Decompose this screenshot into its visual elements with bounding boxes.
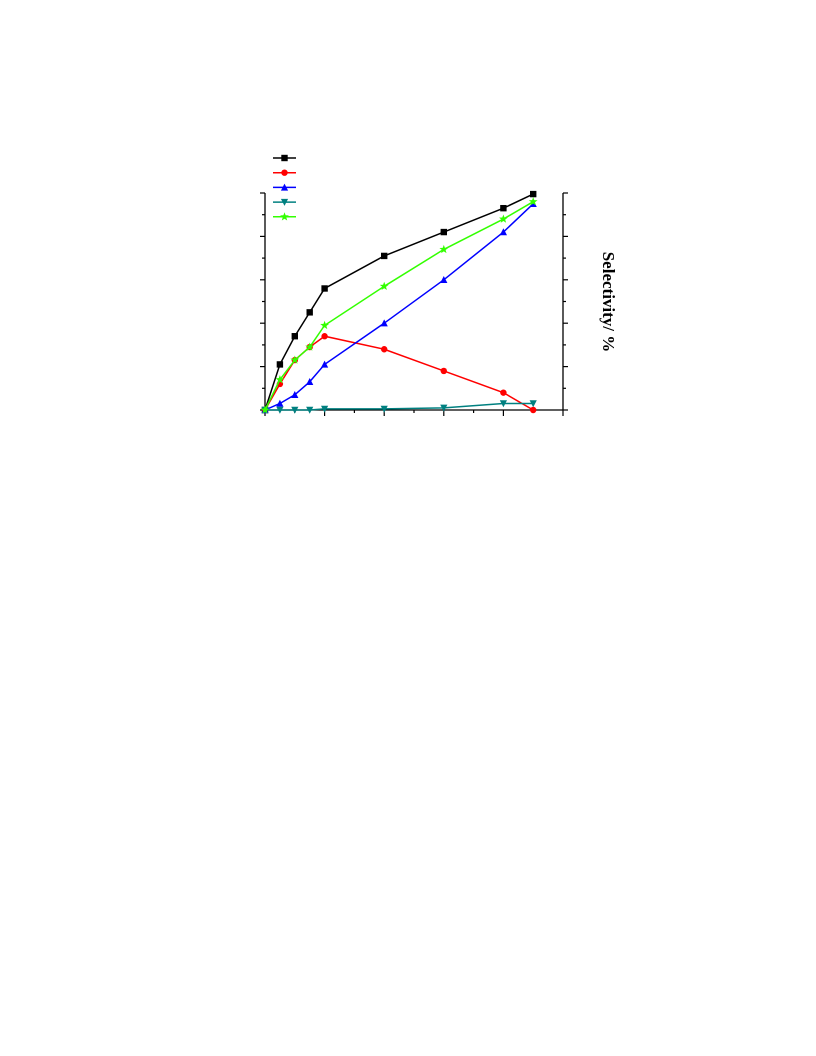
marker <box>281 169 288 176</box>
marker <box>306 377 314 385</box>
marker <box>440 404 448 412</box>
series-line <box>264 203 534 411</box>
marker <box>380 405 388 413</box>
marker <box>291 391 299 399</box>
marker <box>290 355 300 364</box>
marker <box>321 405 329 413</box>
marker <box>306 309 313 316</box>
marker <box>260 405 270 414</box>
marker <box>321 285 328 292</box>
marker <box>291 333 298 340</box>
series-line <box>265 402 534 411</box>
series-line <box>264 193 534 411</box>
marker <box>281 154 288 162</box>
marker <box>379 281 389 291</box>
marker <box>530 190 537 198</box>
series-line <box>264 335 534 411</box>
marker <box>381 252 388 260</box>
marker <box>528 197 538 206</box>
marker <box>321 333 328 340</box>
marker <box>381 346 388 353</box>
marker <box>275 375 285 384</box>
marker <box>500 204 507 212</box>
y-axis-label: Selectivity/ % <box>599 252 618 353</box>
marker <box>280 212 289 221</box>
series-line <box>264 201 534 411</box>
marker <box>276 406 284 414</box>
marker <box>380 319 388 327</box>
marker <box>499 400 507 408</box>
marker <box>321 360 329 368</box>
marker <box>529 400 537 408</box>
marker <box>440 367 447 375</box>
marker <box>291 406 299 414</box>
marker <box>276 399 284 407</box>
marker <box>500 389 507 396</box>
marker <box>440 228 447 236</box>
marker <box>499 228 507 236</box>
marker <box>306 406 314 414</box>
marker <box>276 361 284 368</box>
marker <box>440 276 448 283</box>
marker <box>320 320 329 330</box>
marker <box>280 198 289 206</box>
marker <box>280 183 289 191</box>
marker <box>499 214 508 223</box>
marker <box>439 244 449 254</box>
marker <box>530 406 537 414</box>
marker <box>305 342 315 351</box>
